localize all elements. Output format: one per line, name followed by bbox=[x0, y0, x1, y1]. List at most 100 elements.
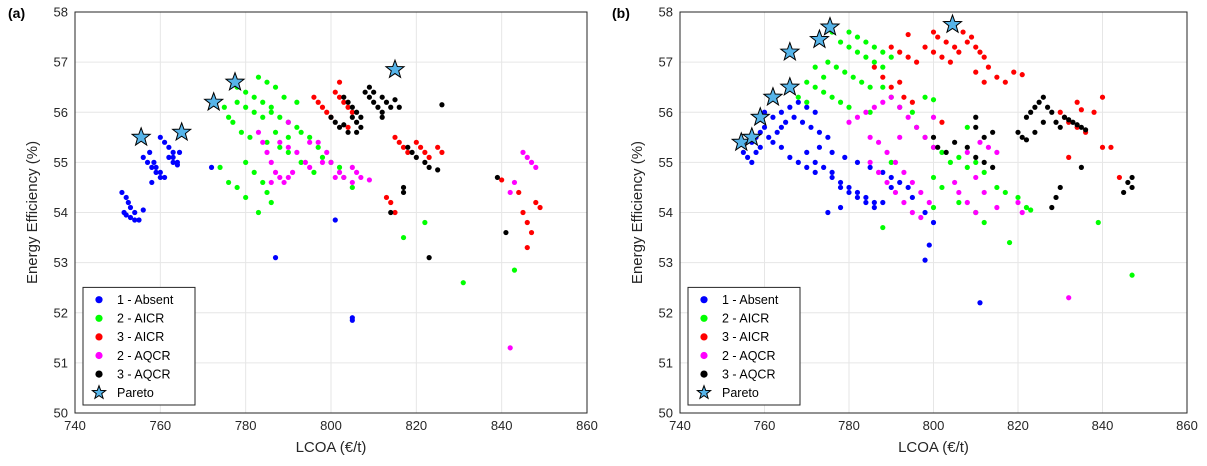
pareto-star-point bbox=[942, 13, 963, 34]
data-point bbox=[503, 229, 509, 236]
data-point bbox=[264, 189, 270, 196]
x-tick-label: 860 bbox=[576, 418, 598, 433]
data-point bbox=[981, 189, 987, 196]
data-point bbox=[336, 169, 343, 175]
data-point bbox=[829, 169, 835, 175]
data-point bbox=[964, 39, 970, 45]
data-point bbox=[821, 164, 827, 170]
data-point bbox=[745, 154, 751, 160]
data-point bbox=[960, 29, 966, 35]
data-point bbox=[1070, 119, 1076, 125]
data-point bbox=[795, 159, 801, 165]
data-point bbox=[922, 257, 928, 263]
data-point bbox=[888, 44, 894, 50]
data-point bbox=[123, 212, 129, 218]
x-axis-label: LCOA (€/t) bbox=[898, 439, 969, 456]
data-point bbox=[880, 84, 886, 90]
series-3-aicr bbox=[871, 29, 1122, 181]
data-point bbox=[272, 129, 279, 135]
y-tick-label: 55 bbox=[54, 155, 68, 170]
data-point bbox=[345, 99, 351, 105]
panel-a: 740 760 780 800 820 840 860 50 51 52 53 54 55 56 57 58 L… bbox=[8, 5, 598, 457]
data-point bbox=[897, 104, 903, 110]
data-point bbox=[294, 99, 300, 105]
data-point bbox=[850, 74, 856, 80]
data-point bbox=[888, 94, 894, 100]
data-point bbox=[990, 129, 996, 135]
data-point bbox=[930, 144, 937, 150]
data-point bbox=[846, 119, 852, 125]
data-point bbox=[507, 189, 513, 196]
data-point bbox=[413, 154, 419, 160]
data-point bbox=[859, 79, 865, 85]
data-point bbox=[285, 144, 291, 150]
data-point bbox=[1061, 114, 1068, 120]
data-point bbox=[144, 159, 151, 165]
data-point bbox=[795, 94, 801, 100]
x-tick-label: 780 bbox=[838, 418, 860, 433]
data-point bbox=[854, 114, 861, 120]
data-point bbox=[332, 89, 338, 95]
data-point bbox=[1040, 119, 1046, 125]
data-point bbox=[234, 99, 240, 105]
data-point bbox=[956, 199, 962, 206]
data-point bbox=[930, 114, 937, 120]
data-point bbox=[1095, 219, 1101, 226]
data-point bbox=[268, 159, 274, 165]
data-point bbox=[930, 204, 937, 211]
data-point bbox=[422, 149, 428, 155]
data-point bbox=[166, 154, 172, 160]
data-point bbox=[863, 109, 869, 115]
data-point bbox=[846, 29, 852, 35]
data-point bbox=[914, 59, 920, 65]
data-point bbox=[804, 164, 810, 170]
x-tick-label: 760 bbox=[754, 418, 776, 433]
data-point bbox=[362, 89, 368, 95]
data-point bbox=[888, 174, 894, 181]
data-point bbox=[247, 134, 253, 140]
data-point bbox=[251, 109, 257, 115]
data-point bbox=[226, 179, 232, 186]
data-point bbox=[981, 159, 987, 165]
data-point bbox=[964, 149, 970, 155]
data-point bbox=[125, 199, 131, 206]
data-point bbox=[268, 104, 274, 110]
data-point bbox=[285, 149, 291, 155]
data-point bbox=[336, 164, 343, 170]
data-point bbox=[867, 159, 873, 165]
pareto-star-point bbox=[779, 41, 801, 61]
data-point bbox=[388, 104, 394, 110]
x-tick-label: 860 bbox=[1176, 418, 1198, 433]
data-point bbox=[349, 184, 355, 191]
data-point bbox=[272, 255, 279, 261]
data-point bbox=[264, 149, 270, 155]
data-point bbox=[336, 79, 343, 85]
data-point bbox=[930, 49, 937, 55]
legend-entry: 1 - Absent bbox=[722, 293, 779, 307]
data-point bbox=[298, 159, 304, 165]
data-point bbox=[981, 169, 987, 175]
data-point bbox=[816, 144, 823, 150]
data-point bbox=[349, 164, 355, 170]
data-point bbox=[311, 94, 317, 100]
data-point bbox=[1036, 99, 1042, 105]
pareto-star-point bbox=[779, 76, 801, 97]
data-point bbox=[366, 177, 372, 183]
data-point bbox=[383, 99, 390, 105]
data-point bbox=[1011, 69, 1017, 75]
data-point bbox=[854, 189, 861, 196]
data-point bbox=[354, 129, 360, 135]
series-pareto bbox=[730, 13, 963, 152]
data-point bbox=[426, 154, 432, 160]
data-point bbox=[880, 49, 886, 55]
data-point bbox=[804, 104, 810, 110]
data-point bbox=[952, 139, 958, 145]
pareto-star-point bbox=[203, 91, 225, 112]
data-point bbox=[1129, 272, 1135, 278]
data-point bbox=[1006, 239, 1013, 246]
data-point bbox=[221, 104, 227, 110]
data-point bbox=[371, 99, 377, 105]
legend-entry: 2 - AICR bbox=[722, 312, 769, 326]
data-point bbox=[973, 44, 979, 50]
